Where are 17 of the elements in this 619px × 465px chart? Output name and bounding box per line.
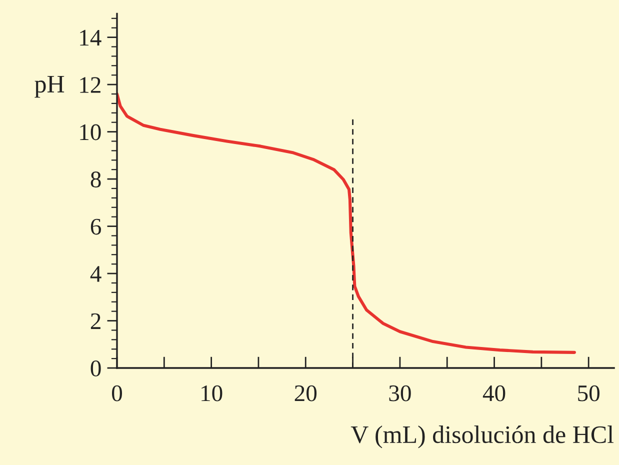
y-tick-label: 10 <box>80 124 101 140</box>
y-tick-label: 0 <box>90 360 101 376</box>
y-tick-label: 2 <box>90 313 100 329</box>
y-tick-label: 4 <box>90 266 102 282</box>
x-tick-label: 10 <box>202 385 222 402</box>
x-tick-label: 20 <box>294 385 317 402</box>
x-tick-label: 50 <box>578 385 600 402</box>
line-series <box>116 92 576 354</box>
y-tick-label: 14 <box>80 30 102 46</box>
y-tick-label: 6 <box>90 218 102 235</box>
y-tick-label: 8 <box>90 172 101 188</box>
x-tick-label: 30 <box>389 385 411 402</box>
y-tick-label: 12 <box>80 77 100 93</box>
x-axis-title: V (mL) disolución de HCl <box>350 426 614 448</box>
y-axis-title: pH <box>34 76 64 98</box>
x-tick-label: 0 <box>112 385 122 402</box>
x-tick-label: 40 <box>482 385 506 402</box>
